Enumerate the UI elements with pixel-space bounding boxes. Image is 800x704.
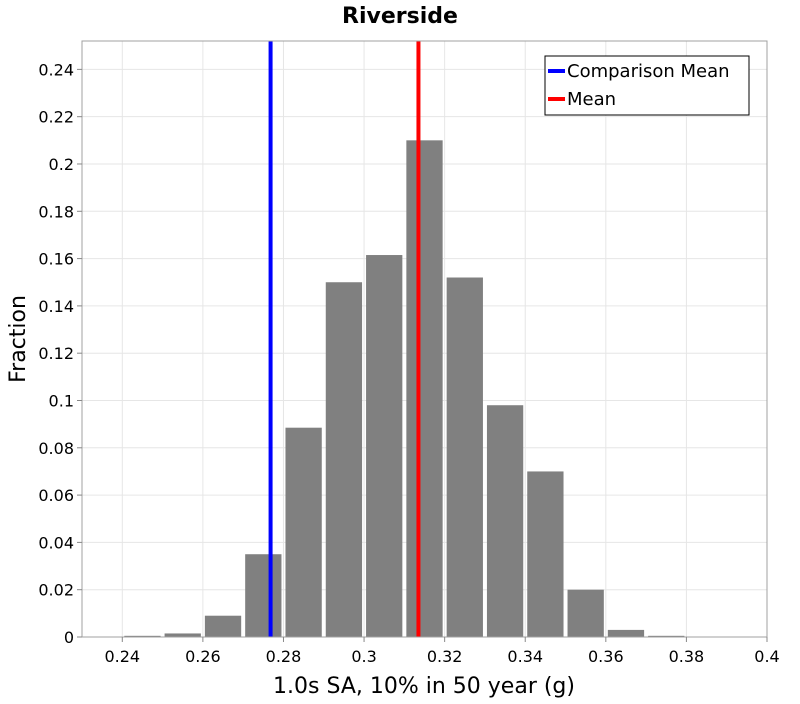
x-tick-label: 0.26 bbox=[185, 647, 221, 666]
histogram-bar bbox=[568, 590, 604, 637]
y-tick-label: 0.04 bbox=[38, 533, 74, 552]
y-tick-label: 0.02 bbox=[38, 581, 74, 600]
histogram-bar bbox=[366, 255, 402, 637]
chart-title: Riverside bbox=[342, 4, 458, 29]
y-tick-label: 0 bbox=[64, 628, 74, 647]
legend-label-comparison-mean: Comparison Mean bbox=[567, 61, 730, 82]
y-tick-label: 0.24 bbox=[38, 60, 74, 79]
x-tick-label: 0.24 bbox=[104, 647, 140, 666]
y-tick-label: 0.06 bbox=[38, 486, 74, 505]
histogram-bar bbox=[205, 616, 241, 637]
histogram-bar bbox=[245, 554, 281, 637]
x-tick-label: 0.4 bbox=[754, 647, 779, 666]
y-tick-label: 0.1 bbox=[49, 391, 74, 410]
x-tick-label: 0.36 bbox=[588, 647, 624, 666]
y-tick-label: 0.12 bbox=[38, 344, 74, 363]
histogram-bar bbox=[608, 630, 644, 637]
histogram-bar bbox=[487, 405, 523, 637]
x-tick-label: 0.38 bbox=[669, 647, 705, 666]
histogram-bar bbox=[527, 471, 563, 637]
histogram-bar bbox=[165, 633, 201, 637]
y-tick-label: 0.22 bbox=[38, 108, 74, 127]
legend-label-mean: Mean bbox=[567, 89, 616, 110]
y-tick-label: 0.18 bbox=[38, 202, 74, 221]
y-axis-ticks: 0 0.02 0.04 0.06 0.08 0.1 0.12 0.14 0.16 0.18 0.2 0… bbox=[38, 60, 82, 647]
x-tick-label: 0.34 bbox=[507, 647, 543, 666]
histogram-bar bbox=[406, 140, 442, 637]
y-tick-label: 0.08 bbox=[38, 439, 74, 458]
legend: Comparison Mean Mean bbox=[545, 56, 749, 115]
histogram-bar bbox=[326, 282, 362, 637]
x-axis-ticks: 0.24 0.26 0.28 0.3 0.32 0.34 0.36 0.38 0.4 bbox=[104, 637, 779, 666]
y-axis-label: Fraction bbox=[6, 295, 31, 383]
y-tick-label: 0.16 bbox=[38, 250, 74, 269]
x-axis-label: 1.0s SA, 10% in 50 year (g) bbox=[273, 674, 575, 699]
histogram-bar bbox=[447, 278, 483, 637]
y-tick-label: 0.14 bbox=[38, 297, 74, 316]
y-tick-label: 0.2 bbox=[49, 155, 74, 174]
x-tick-label: 0.28 bbox=[266, 647, 302, 666]
histogram-bar bbox=[285, 428, 321, 637]
x-tick-label: 0.32 bbox=[427, 647, 463, 666]
x-tick-label: 0.3 bbox=[351, 647, 376, 666]
